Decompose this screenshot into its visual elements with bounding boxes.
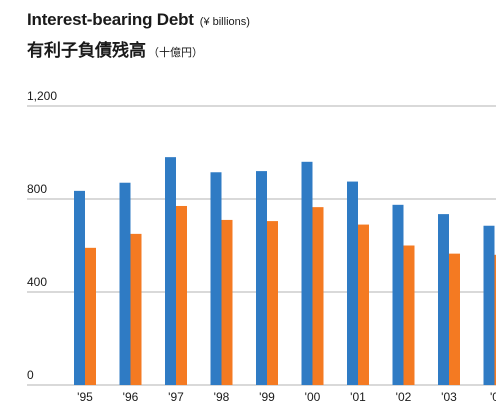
- bar-series-a: [483, 225, 495, 385]
- bar-series-b: [403, 245, 415, 385]
- bar-series-a: [165, 157, 176, 385]
- bar-series-a: [256, 171, 267, 385]
- x-tick-label: '97: [168, 390, 184, 403]
- x-tick-label: '98: [214, 390, 230, 403]
- bar-series-b: [494, 254, 496, 385]
- x-tick-label: '0: [490, 390, 496, 403]
- x-tick-label: '96: [123, 390, 139, 403]
- x-tick-label: '95: [77, 390, 93, 403]
- bar-series-b: [176, 205, 187, 385]
- unit-en: (¥ billions): [199, 16, 250, 28]
- chart-title-jp: 有利子負債残高 （十億円）: [27, 36, 203, 61]
- title-jp: 有利子負債残高: [27, 41, 146, 61]
- y-tick-label: 0: [27, 368, 34, 382]
- y-tick-label: 400: [27, 275, 47, 289]
- bar-series-b: [130, 233, 142, 385]
- x-tick-label: '00: [305, 390, 321, 403]
- bar-series-a: [74, 190, 85, 385]
- x-tick-label: '03: [441, 390, 457, 403]
- unit-jp: （十億円）: [148, 46, 203, 59]
- bar-series-b: [267, 221, 278, 385]
- x-tick-label: '01: [350, 390, 366, 403]
- y-tick-label: 1,200: [27, 89, 57, 103]
- bar-series-a: [119, 182, 131, 385]
- y-tick-label: 800: [27, 182, 47, 196]
- bar-series-b: [312, 207, 324, 385]
- x-tick-label: '99: [259, 390, 275, 403]
- bar-series-b: [221, 219, 233, 385]
- bar-series-a: [392, 204, 404, 385]
- bar-series-a: [438, 214, 449, 385]
- bar-series-a: [210, 172, 222, 385]
- bar-series-b: [358, 224, 369, 385]
- bar-series-b: [85, 247, 96, 385]
- title-en: Interest-bearing Debt: [27, 10, 194, 29]
- bar-series-a: [347, 181, 358, 385]
- bar-series-b: [449, 253, 460, 385]
- bar-series-a: [301, 161, 313, 385]
- chart-title-en: Interest-bearing Debt (¥ billions): [27, 10, 250, 30]
- x-tick-label: '02: [396, 390, 412, 403]
